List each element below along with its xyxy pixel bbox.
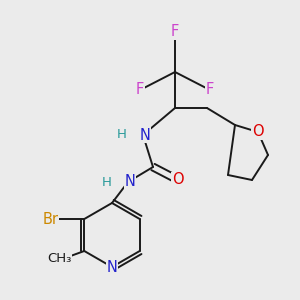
Text: F: F	[171, 25, 179, 40]
Text: Br: Br	[42, 212, 58, 226]
Text: CH₃: CH₃	[47, 253, 71, 266]
Text: H: H	[102, 176, 112, 188]
Text: N: N	[106, 260, 117, 274]
Text: H: H	[117, 128, 127, 142]
Text: N: N	[124, 175, 135, 190]
Text: F: F	[206, 82, 214, 98]
Text: F: F	[136, 82, 144, 98]
Text: N: N	[140, 128, 150, 142]
Text: O: O	[252, 124, 264, 140]
Text: O: O	[172, 172, 184, 188]
